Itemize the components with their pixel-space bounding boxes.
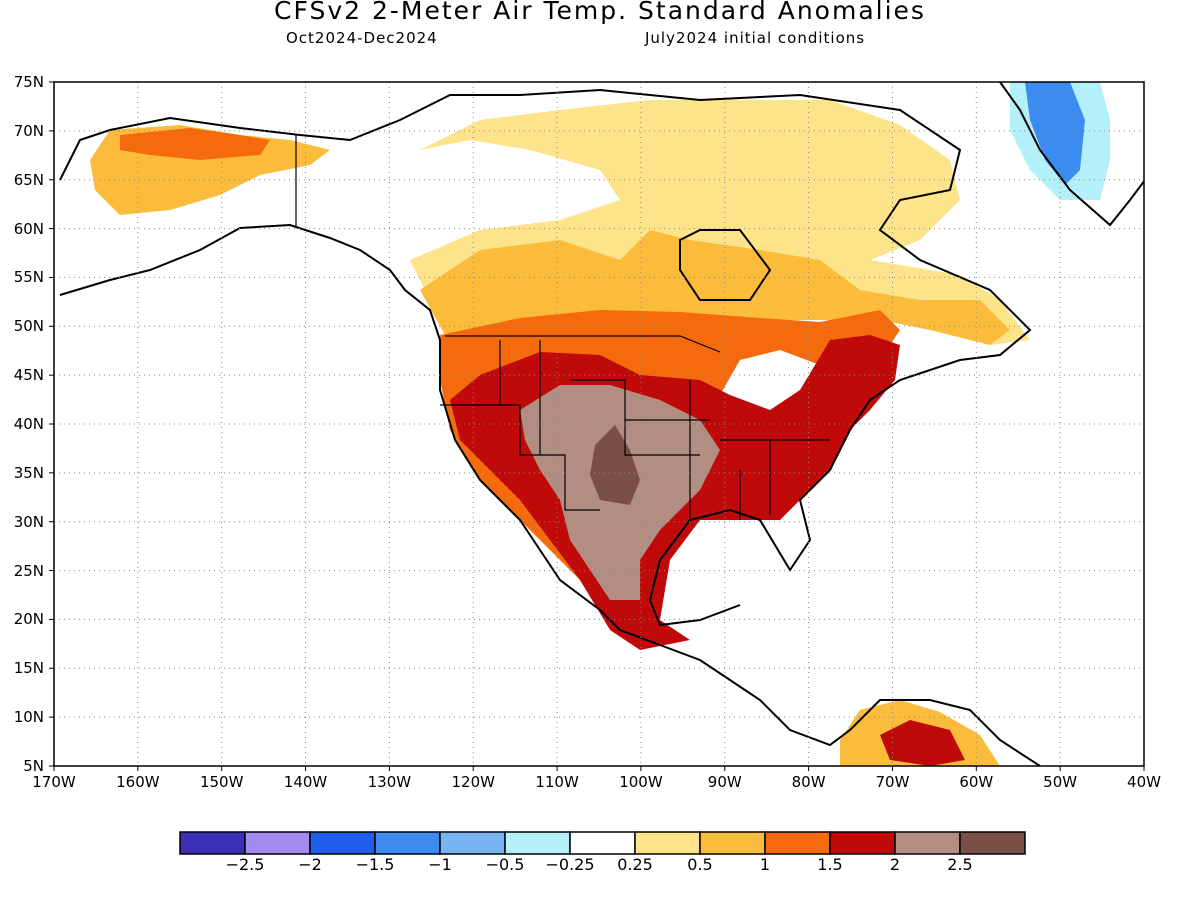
map-grid	[54, 82, 1144, 766]
colorbar-swatch	[309, 831, 376, 855]
forecast-period: Oct2024-Dec2024	[286, 29, 438, 47]
lon-label-120W: 120W	[451, 773, 495, 791]
nm-tx-core-region	[590, 425, 640, 505]
colorbar-label: −0.5	[485, 855, 525, 874]
colorbar-swatch	[179, 831, 246, 855]
colorbar-label: −0.25	[545, 855, 595, 874]
colorbar-label: −1	[428, 855, 452, 874]
lat-label-20N: 20N	[13, 610, 44, 629]
lat-label-10N: 10N	[13, 708, 44, 727]
lat-label-70N: 70N	[13, 121, 44, 140]
lat-label-40N: 40N	[13, 415, 44, 433]
colorbar-swatch	[699, 831, 766, 855]
lon-label-50W: 50W	[1043, 773, 1078, 791]
lat-label-5N: 5N	[23, 757, 44, 775]
colorbar-label: 0.5	[687, 855, 713, 874]
coastlines	[59, 82, 1144, 766]
greenland-cold-core	[1025, 82, 1085, 185]
colorbar-swatch	[569, 831, 636, 855]
lat-label-45N: 45N	[13, 366, 44, 385]
lon-label-60W: 60W	[959, 773, 994, 791]
lon-label-130W: 130W	[367, 773, 412, 791]
lat-label-65N: 65N	[13, 170, 44, 189]
colorbar-label: 1.5	[817, 855, 843, 874]
colorbar-label: 0.25	[617, 855, 653, 874]
colorbar-swatch	[244, 831, 311, 855]
colorbar-label: −2.5	[225, 855, 265, 874]
lat-label-15N: 15N	[13, 659, 44, 678]
colorbar-label: 2.5	[947, 855, 973, 874]
axis-ticks	[49, 81, 1145, 771]
lon-label-40W: 40W	[1127, 773, 1161, 791]
colorbar-swatch	[634, 831, 701, 855]
lon-label-140W: 140W	[283, 773, 328, 791]
colorbar-swatch	[764, 831, 831, 855]
lon-label-160W: 160W	[116, 773, 160, 791]
lat-label-60N: 60N	[13, 219, 44, 238]
lon-label-70W: 70W	[875, 773, 910, 791]
lat-label-30N: 30N	[13, 512, 44, 531]
lon-label-110W: 110W	[535, 773, 579, 791]
colorbar-swatch	[504, 831, 571, 855]
colorbar-swatch	[894, 831, 961, 855]
lat-label-25N: 25N	[13, 561, 44, 580]
lat-label-75N: 75N	[13, 73, 44, 91]
lat-label-50N: 50N	[13, 317, 44, 336]
political-borders	[295, 135, 830, 520]
lon-label-80W: 80W	[791, 773, 826, 791]
colorbar-swatch	[374, 831, 441, 855]
lon-label-150W: 150W	[199, 773, 244, 791]
colorbar	[179, 831, 1026, 855]
alaska-warm-core	[120, 128, 270, 160]
initial-conditions: July2024 initial conditions	[645, 29, 866, 47]
lon-label-100W: 100W	[619, 773, 663, 791]
colorbar-label: −1.5	[355, 855, 395, 874]
colorbar-swatch	[959, 831, 1026, 855]
colorbar-swatch	[829, 831, 896, 855]
colorbar-label: −2	[298, 855, 322, 874]
colorbar-label: 2	[889, 855, 901, 874]
lon-label-170W: 170W	[32, 773, 76, 791]
lat-label-35N: 35N	[13, 463, 44, 482]
map-title: CFSv2 2-Meter Air Temp. Standard Anomali…	[274, 0, 926, 25]
colorbar-swatch	[439, 831, 506, 855]
sa-warm-core	[880, 720, 965, 766]
colorbar-label: 1	[759, 855, 771, 874]
lat-label-55N: 55N	[13, 268, 44, 287]
lon-label-90W: 90W	[707, 773, 742, 791]
